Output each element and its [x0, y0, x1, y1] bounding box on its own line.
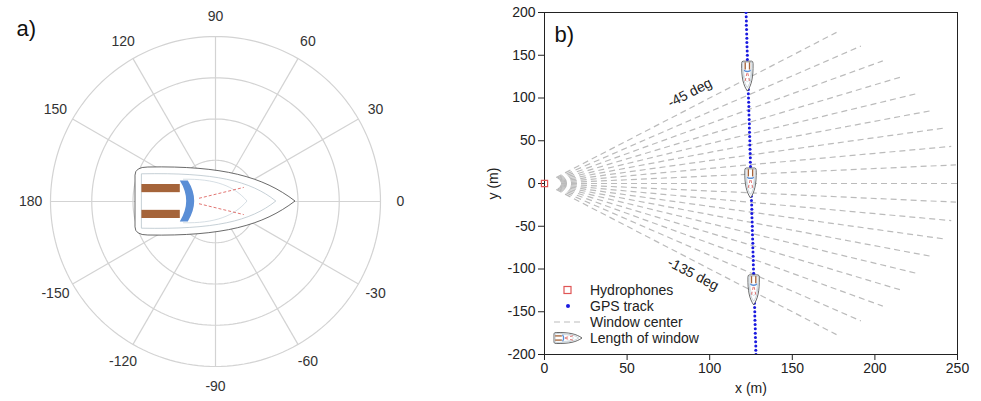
svg-text:x (m): x (m)	[735, 380, 767, 396]
svg-text:90: 90	[208, 8, 224, 24]
svg-text:100: 100	[512, 89, 536, 105]
svg-text:b): b)	[555, 22, 575, 47]
svg-text:150: 150	[512, 47, 536, 63]
svg-text:-120: -120	[109, 353, 137, 369]
svg-text:-50: -50	[515, 218, 535, 234]
svg-text:60: 60	[300, 33, 316, 49]
svg-text:a): a)	[17, 16, 37, 41]
svg-text:-150: -150	[41, 285, 69, 301]
svg-text:150: 150	[44, 101, 68, 117]
svg-text:GPS track: GPS track	[590, 298, 655, 314]
svg-text:-135 deg: -135 deg	[665, 254, 721, 294]
svg-text:50: 50	[619, 360, 635, 376]
svg-text:30: 30	[368, 101, 384, 117]
svg-text:150: 150	[781, 360, 805, 376]
svg-text:-30: -30	[365, 285, 385, 301]
svg-text:180: 180	[19, 193, 43, 209]
svg-text:250: 250	[946, 360, 970, 376]
svg-text:0: 0	[396, 193, 404, 209]
svg-text:120: 120	[111, 33, 135, 49]
svg-text:-60: -60	[298, 353, 318, 369]
svg-text:-200: -200	[507, 346, 535, 362]
svg-text:-45 deg: -45 deg	[665, 74, 715, 110]
svg-text:Length of window: Length of window	[590, 330, 700, 346]
svg-text:-150: -150	[507, 303, 535, 319]
svg-text:200: 200	[863, 360, 887, 376]
svg-text:0: 0	[541, 360, 549, 376]
svg-text:-90: -90	[205, 378, 225, 394]
svg-text:200: 200	[512, 4, 536, 20]
svg-text:Hydrophones: Hydrophones	[590, 282, 673, 298]
svg-text:y (m): y (m)	[485, 168, 501, 200]
svg-text:0: 0	[528, 175, 536, 191]
svg-text:50: 50	[520, 132, 536, 148]
svg-text:Window center: Window center	[590, 314, 683, 330]
svg-text:100: 100	[698, 360, 722, 376]
svg-text:-100: -100	[507, 260, 535, 276]
